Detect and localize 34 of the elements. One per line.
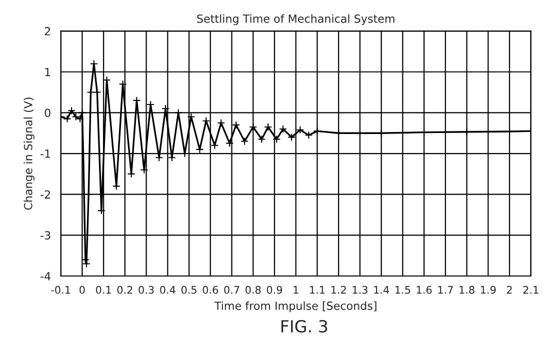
x-tick-label: 0.7 [224, 286, 240, 294]
y-axis-title: Change in Signal (V) [24, 98, 34, 210]
y-tick-label: -1 [40, 150, 50, 158]
y-tick-label: -2 [40, 190, 50, 199]
x-tick-label: 0.3 [138, 286, 154, 294]
x-tick-label: 1.7 [438, 286, 453, 294]
x-tick-label: 1 [294, 286, 298, 294]
x-tick-label: 1.2 [331, 286, 346, 294]
x-tick-label: 1.3 [352, 286, 368, 294]
x-tick-label: 2.1 [523, 286, 538, 294]
x-tick-label: 0.6 [202, 286, 218, 294]
x-tick-label: 0.5 [181, 286, 196, 294]
x-tick-label: 0.2 [117, 286, 132, 294]
x-tick-label: 1.8 [460, 286, 474, 294]
chart-title: Settling Time of Mechanical System [197, 14, 394, 26]
x-tick-label: 0.8 [246, 286, 261, 294]
x-tick-label: 1.9 [481, 286, 496, 294]
x-tick-label: 0.1 [96, 286, 111, 294]
y-tick-label: 1 [45, 68, 50, 76]
x-tick-label: 0.9 [266, 286, 282, 294]
x-tick-label: 1.5 [396, 286, 410, 294]
x-tick-label: 0.4 [160, 286, 176, 294]
x-tick-label: 2 [506, 286, 512, 294]
x-tick-label: 1.1 [310, 286, 325, 294]
x-tick-label: 1.6 [416, 286, 432, 294]
y-tick-label: 2 [44, 27, 50, 36]
x-tick-label: 1.4 [374, 286, 390, 294]
y-tick-label: 0 [44, 108, 50, 118]
y-tick-label: -4 [40, 272, 50, 280]
y-tick-label: -3 [40, 231, 50, 240]
x-tick-label: 0 [80, 286, 85, 294]
x-axis-title: Time from Impulse [Seconds] [214, 301, 376, 312]
caption: FIG. 3 [281, 320, 328, 333]
x-tick-label: -0.1 [51, 286, 70, 294]
